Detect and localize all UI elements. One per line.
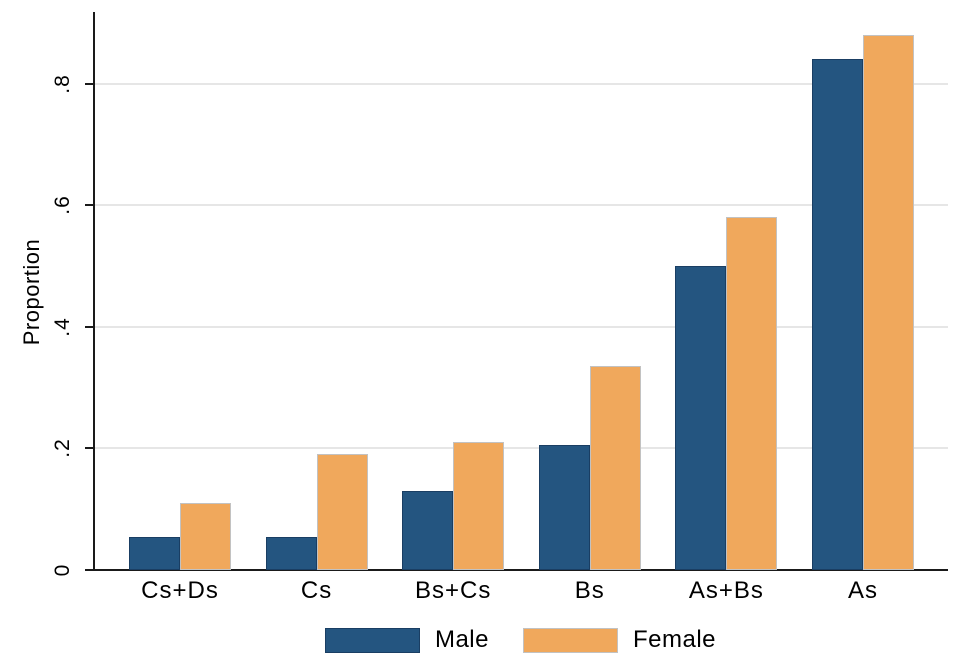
y-axis-title: Proportion (19, 238, 44, 346)
bar-female-cs (316, 454, 368, 570)
legend-label-female: Female (633, 626, 717, 653)
y-tick-mark-8 (85, 82, 93, 85)
bar-male-bs-cs (402, 490, 454, 570)
gridline-6 (93, 204, 948, 207)
x-category-label-bs: Bs (574, 577, 605, 604)
legend: Male Female (93, 626, 948, 654)
legend-swatch-female (523, 627, 618, 653)
y-tick-label-6: .6 (51, 195, 74, 215)
x-category-label-cs-ds: Cs+Ds (141, 577, 219, 604)
bar-male-cs (265, 536, 317, 570)
bar-male-cs-ds (129, 536, 180, 570)
legend-entry-male: Male (324, 626, 489, 654)
gridline-4 (93, 325, 948, 328)
y-tick-mark-2 (85, 447, 93, 450)
y-tick-label-0: 0 (51, 563, 74, 577)
gridline-8 (93, 82, 948, 85)
y-tick-label-2: .2 (51, 438, 74, 459)
x-category-label-as: As (847, 577, 878, 604)
y-tick-mark-0 (85, 569, 93, 571)
y-axis-line (93, 12, 95, 571)
bar-female-as-bs (726, 217, 778, 570)
x-category-label-cs: Cs (300, 577, 333, 604)
x-axis-line (85, 569, 948, 571)
legend-entry-female: Female (523, 626, 716, 654)
bar-female-bs-cs (453, 442, 505, 570)
legend-swatch-male (324, 627, 420, 653)
bar-male-as-bs (675, 266, 727, 570)
x-category-label-bs-cs: Bs+Cs (415, 577, 492, 604)
y-tick-label-4: .4 (51, 317, 74, 337)
bar-female-bs (589, 366, 641, 570)
y-tick-label-8: .8 (51, 73, 74, 94)
gridline-2 (93, 447, 948, 450)
bar-male-bs (538, 445, 590, 570)
bar-female-cs-ds (180, 503, 231, 570)
x-category-label-as-bs: As+Bs (688, 577, 764, 604)
bar-male-as (812, 59, 863, 570)
bar-female-as (863, 34, 914, 570)
y-tick-mark-4 (85, 325, 93, 328)
legend-label-male: Male (434, 626, 489, 653)
y-tick-mark-6 (85, 204, 93, 207)
